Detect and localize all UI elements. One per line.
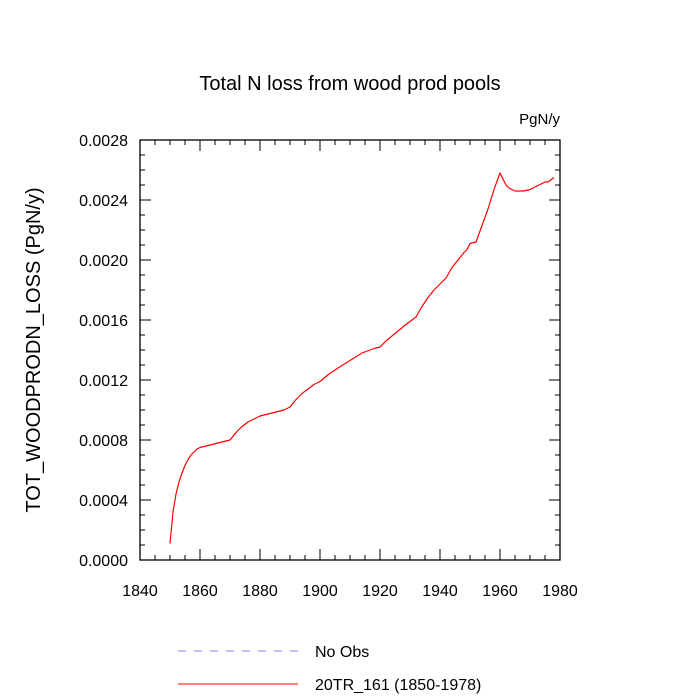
y-tick-label: 0.0028 [79, 133, 128, 150]
legend-label-no-obs: No Obs [315, 644, 369, 661]
plot-frame [139, 139, 561, 561]
x-tick-label: 1940 [422, 583, 458, 600]
series-line-0 [169, 172, 555, 544]
legend: No Obs 20TR_161 (1850-1978) [178, 644, 481, 694]
chart-title: Total N loss from wood prod pools [199, 73, 500, 95]
units-label: PgN/y [519, 111, 560, 128]
x-tick-label: 1980 [542, 583, 578, 600]
x-tick-label: 1960 [482, 583, 518, 600]
y-tick-label: 0.0020 [79, 253, 128, 270]
x-tick-label: 1920 [362, 583, 398, 600]
x-tick-label: 1900 [302, 583, 338, 600]
x-tick-label: 1860 [182, 583, 218, 600]
x-tick-label: 1880 [242, 583, 278, 600]
y-tick-label: 0.0024 [79, 193, 128, 210]
y-tick-label: 0.0004 [79, 493, 128, 510]
y-axis-label: TOT_WOODPRODN_LOSS (PgN/y) [23, 187, 45, 512]
legend-label-20tr-161: 20TR_161 (1850-1978) [315, 677, 481, 694]
y-tick-label: 0.0000 [79, 553, 128, 570]
series-group [169, 172, 555, 544]
x-tick-labels: 1840 1860 1880 1900 1920 1940 1960 1980 [122, 583, 578, 600]
axis-ticks [139, 139, 561, 561]
y-tick-label: 0.0012 [79, 373, 128, 390]
y-tick-label: 0.0008 [79, 433, 128, 450]
y-tick-label: 0.0016 [79, 313, 128, 330]
x-tick-label: 1840 [122, 583, 158, 600]
y-tick-labels: 0.0000 0.0004 0.0008 0.0012 0.0016 0.0020 0.00… [79, 133, 128, 570]
